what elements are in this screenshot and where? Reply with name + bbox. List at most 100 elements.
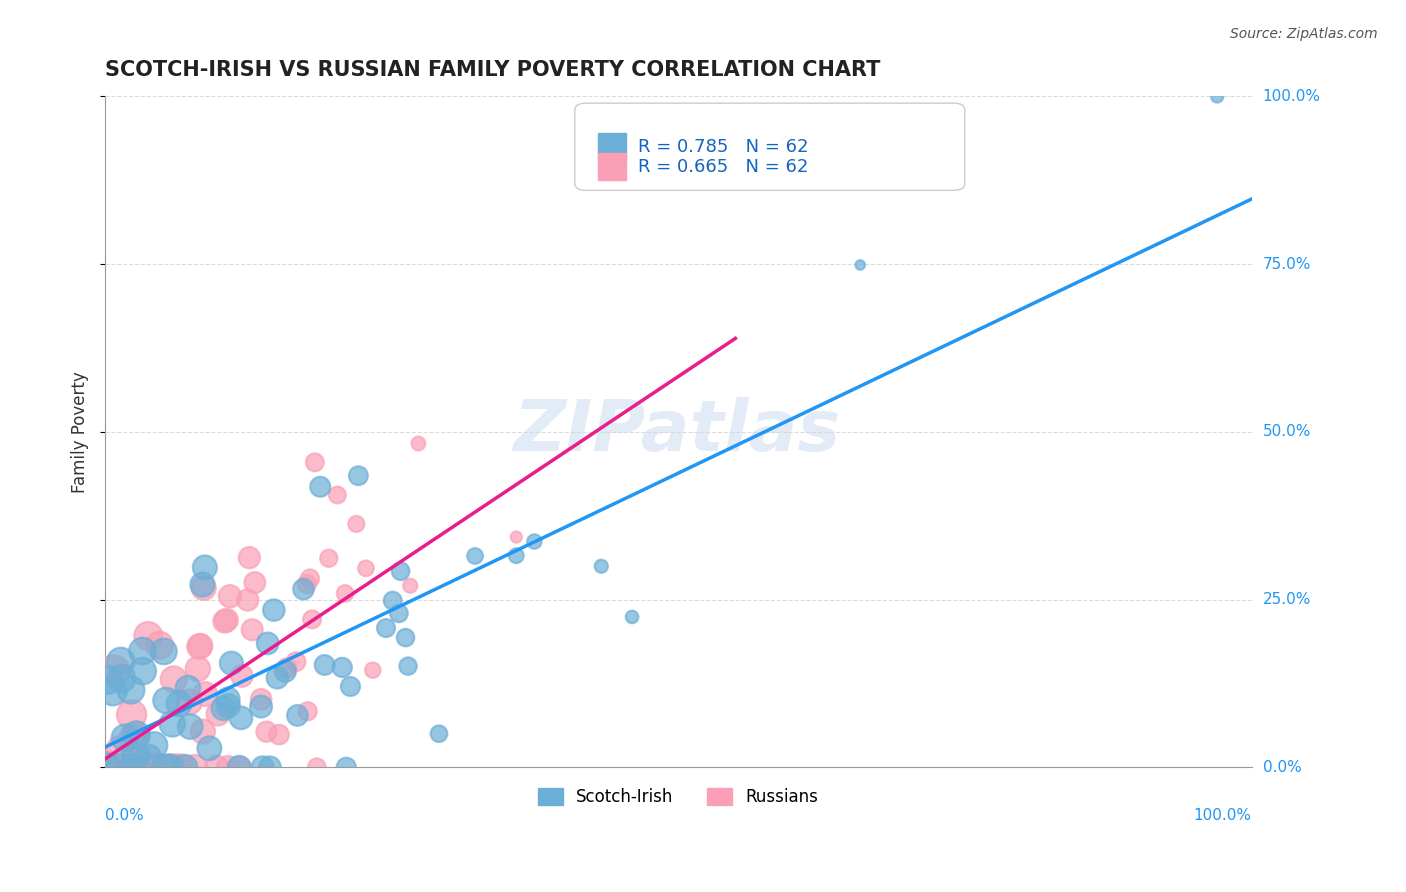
Point — [347, 468, 370, 483]
Point — [131, 664, 153, 678]
Point — [110, 760, 132, 774]
Point — [212, 701, 235, 715]
Point — [219, 589, 242, 603]
Point — [505, 549, 527, 563]
Point — [318, 551, 340, 566]
Point — [131, 760, 153, 774]
Point — [276, 661, 298, 675]
Point — [122, 731, 145, 745]
Point — [292, 582, 315, 596]
Point — [361, 663, 384, 677]
Point — [131, 644, 153, 658]
Point — [505, 530, 527, 544]
Point — [136, 760, 159, 774]
Point — [179, 695, 201, 709]
Point — [159, 760, 181, 774]
Point — [335, 760, 357, 774]
Point — [256, 636, 278, 650]
Point — [191, 577, 214, 591]
Point — [98, 760, 121, 774]
Point — [354, 561, 377, 575]
Point — [188, 639, 211, 653]
Point — [464, 549, 486, 563]
Point — [98, 760, 121, 774]
Point — [326, 488, 349, 502]
Point — [205, 760, 228, 774]
Point — [110, 672, 132, 686]
Point — [301, 612, 323, 626]
Point — [621, 610, 644, 624]
Point — [194, 560, 217, 574]
Point — [124, 749, 146, 764]
Point — [228, 760, 250, 774]
Text: 100.0%: 100.0% — [1194, 807, 1251, 822]
Text: 100.0%: 100.0% — [1263, 89, 1320, 104]
Point — [229, 711, 252, 725]
Point — [153, 760, 176, 774]
Point — [298, 572, 321, 586]
Point — [118, 760, 141, 774]
Point — [381, 593, 404, 607]
Point — [314, 657, 336, 672]
Point — [153, 644, 176, 658]
Point — [274, 665, 297, 679]
Point — [207, 706, 229, 721]
Point — [148, 638, 170, 652]
Point — [125, 728, 148, 742]
Point — [309, 480, 332, 494]
Point — [256, 724, 278, 739]
Y-axis label: Family Poverty: Family Poverty — [72, 371, 89, 492]
Text: R = 0.785   N = 62: R = 0.785 N = 62 — [638, 137, 808, 156]
Point — [217, 698, 239, 713]
Text: Source: ZipAtlas.com: Source: ZipAtlas.com — [1230, 27, 1378, 41]
Point — [136, 751, 159, 765]
Point — [339, 680, 361, 694]
Point — [188, 640, 211, 654]
FancyBboxPatch shape — [575, 103, 965, 190]
Point — [849, 258, 872, 272]
Point — [117, 760, 139, 774]
Point — [145, 760, 167, 774]
Point — [333, 586, 356, 600]
Point — [194, 687, 217, 701]
Text: 0.0%: 0.0% — [104, 807, 143, 822]
Point — [198, 741, 221, 756]
Point — [174, 760, 197, 774]
Point — [97, 673, 120, 687]
Point — [295, 577, 318, 591]
Text: 25.0%: 25.0% — [1263, 592, 1310, 607]
Point — [259, 760, 281, 774]
Bar — [598, 133, 627, 161]
Text: 50.0%: 50.0% — [1263, 425, 1310, 440]
Point — [523, 534, 546, 549]
Legend: Scotch-Irish, Russians: Scotch-Irish, Russians — [531, 781, 825, 813]
Point — [101, 684, 124, 698]
Point — [591, 559, 613, 574]
Point — [229, 760, 252, 774]
Point — [179, 720, 201, 734]
Point — [231, 669, 253, 683]
Text: 75.0%: 75.0% — [1263, 257, 1310, 272]
Point — [136, 629, 159, 643]
Point — [388, 607, 411, 621]
Point — [121, 707, 143, 722]
Point — [375, 621, 398, 635]
Point — [408, 436, 430, 450]
Point — [427, 727, 450, 741]
Point — [134, 760, 156, 774]
Point — [120, 682, 142, 697]
Point — [240, 623, 263, 637]
Point — [394, 631, 416, 645]
Text: ZIPatlas: ZIPatlas — [515, 397, 842, 467]
Bar — [598, 153, 627, 180]
Point — [110, 743, 132, 757]
Point — [187, 662, 209, 676]
Point — [243, 575, 266, 590]
Point — [267, 728, 290, 742]
Point — [399, 579, 422, 593]
Point — [330, 660, 353, 674]
Point — [177, 681, 200, 695]
Point — [143, 738, 166, 752]
Point — [110, 655, 132, 669]
Point — [252, 760, 274, 774]
